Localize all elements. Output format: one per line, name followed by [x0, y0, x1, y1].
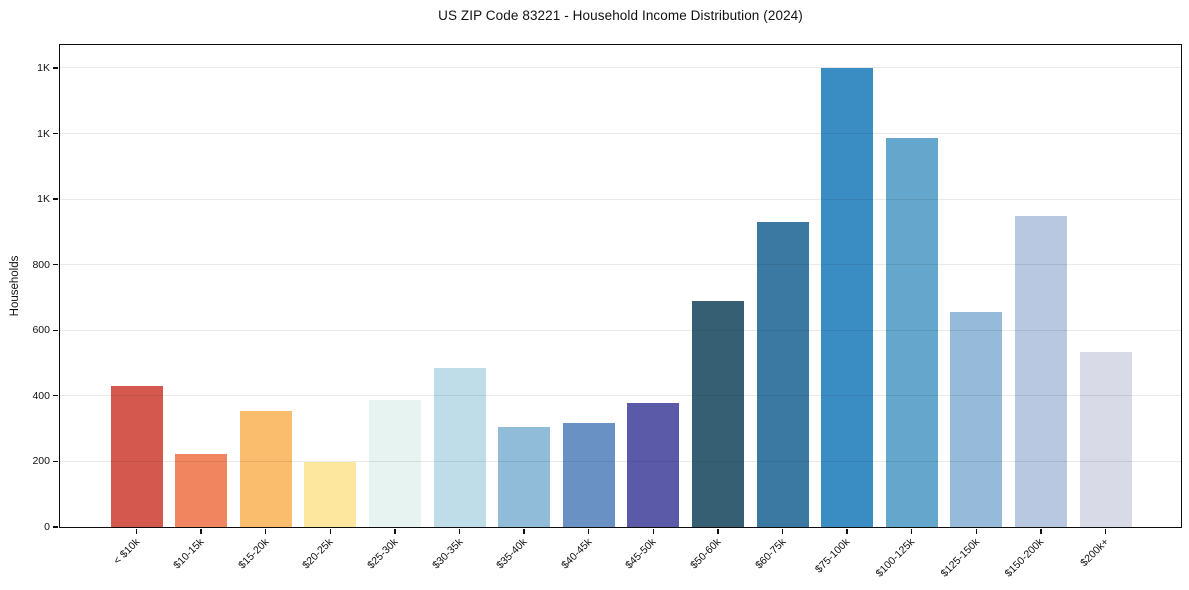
bar: [368, 399, 421, 527]
gridline: [60, 67, 1181, 69]
y-tick-label: 400: [32, 389, 50, 402]
x-tick-label-text: $125-150k: [938, 536, 982, 580]
x-tick-label-text: $150-200k: [1002, 536, 1047, 580]
x-tick-label-text: $30-35k: [429, 536, 465, 572]
x-tick-mark: [523, 529, 525, 534]
bar: [304, 462, 357, 527]
y-tick-mark: [53, 132, 58, 135]
x-tick-mark: [458, 529, 461, 534]
x-tick-mark: [652, 529, 654, 534]
y-tick-label: 600: [32, 324, 50, 337]
bar: [433, 367, 486, 527]
x-tick-label-text: $100-125k: [873, 536, 918, 580]
gridline: [60, 329, 1181, 331]
bar: [110, 386, 163, 527]
gridline: [60, 133, 1181, 135]
y-tick-mark: [53, 264, 58, 266]
x-tick-mark: [200, 529, 202, 534]
x-tick-label-text: $75-100k: [813, 536, 853, 576]
bar: [756, 222, 809, 527]
y-tick-label: 1K: [37, 193, 50, 206]
x-tick-label-text: $200k+: [1077, 536, 1111, 570]
x-tick-label-text: $45-50k: [623, 536, 659, 572]
bar: [950, 312, 1003, 527]
chart-title: US ZIP Code 83221 - Household Income Dis…: [438, 8, 803, 23]
gridline: [60, 264, 1181, 266]
bar: [821, 67, 874, 527]
x-tick-label-text: $40-45k: [558, 536, 595, 572]
y-axis-label: Households: [9, 255, 21, 317]
bar: [175, 454, 228, 527]
gridline: [60, 395, 1181, 397]
x-tick-mark: [265, 529, 267, 534]
gridline: [60, 198, 1181, 200]
bar: [1079, 351, 1132, 527]
x-tick-mark: [781, 529, 784, 534]
x-tick-mark: [1104, 529, 1107, 534]
bar: [691, 300, 744, 527]
bar: [627, 402, 680, 527]
x-tick-mark: [588, 529, 590, 534]
y-tick-mark: [53, 329, 58, 331]
x-tick-label-text: $10-15k: [171, 536, 207, 572]
x-tick-label-text: $35-40k: [494, 536, 530, 572]
bar: [885, 138, 938, 527]
y-tick-mark: [53, 395, 58, 397]
x-tick-mark: [394, 529, 396, 534]
x-tick-label-text: $25-30k: [365, 536, 401, 572]
x-tick-mark: [135, 529, 138, 534]
bar: [498, 426, 551, 527]
y-tick-mark: [53, 67, 58, 69]
x-tick-mark: [329, 529, 331, 534]
gridline: [60, 460, 1181, 462]
y-tick-label: 800: [32, 258, 50, 271]
y-tick-mark: [53, 198, 58, 200]
x-tick-mark: [717, 529, 719, 534]
x-tick-label-text: $15-20k: [235, 536, 272, 572]
x-tick-label-text: $50-60k: [688, 536, 724, 572]
y-tick-label: 1K: [37, 127, 50, 140]
bar: [1014, 215, 1067, 527]
x-tick-label-text: $20-25k: [300, 536, 336, 572]
bar: [239, 410, 292, 527]
plot-area: 0 200 400 600 800 1K 1K 1K < $10k $10-15k $15-20k $…: [32, 44, 1182, 580]
x-tick-mark: [846, 529, 848, 534]
x-tick-label-text: $60-75k: [752, 536, 788, 572]
x-tick-mark: [1040, 529, 1042, 534]
y-tick-mark: [53, 526, 58, 528]
y-tick-mark: [53, 460, 58, 463]
y-tick-label: 0: [44, 521, 50, 533]
x-tick-mark: [975, 529, 977, 534]
y-tick-label: 200: [32, 455, 50, 468]
y-tick-label: 1K: [37, 61, 50, 74]
x-tick-label-text: < $10k: [110, 536, 142, 567]
bar: [562, 422, 615, 527]
x-tick-mark: [911, 529, 913, 534]
